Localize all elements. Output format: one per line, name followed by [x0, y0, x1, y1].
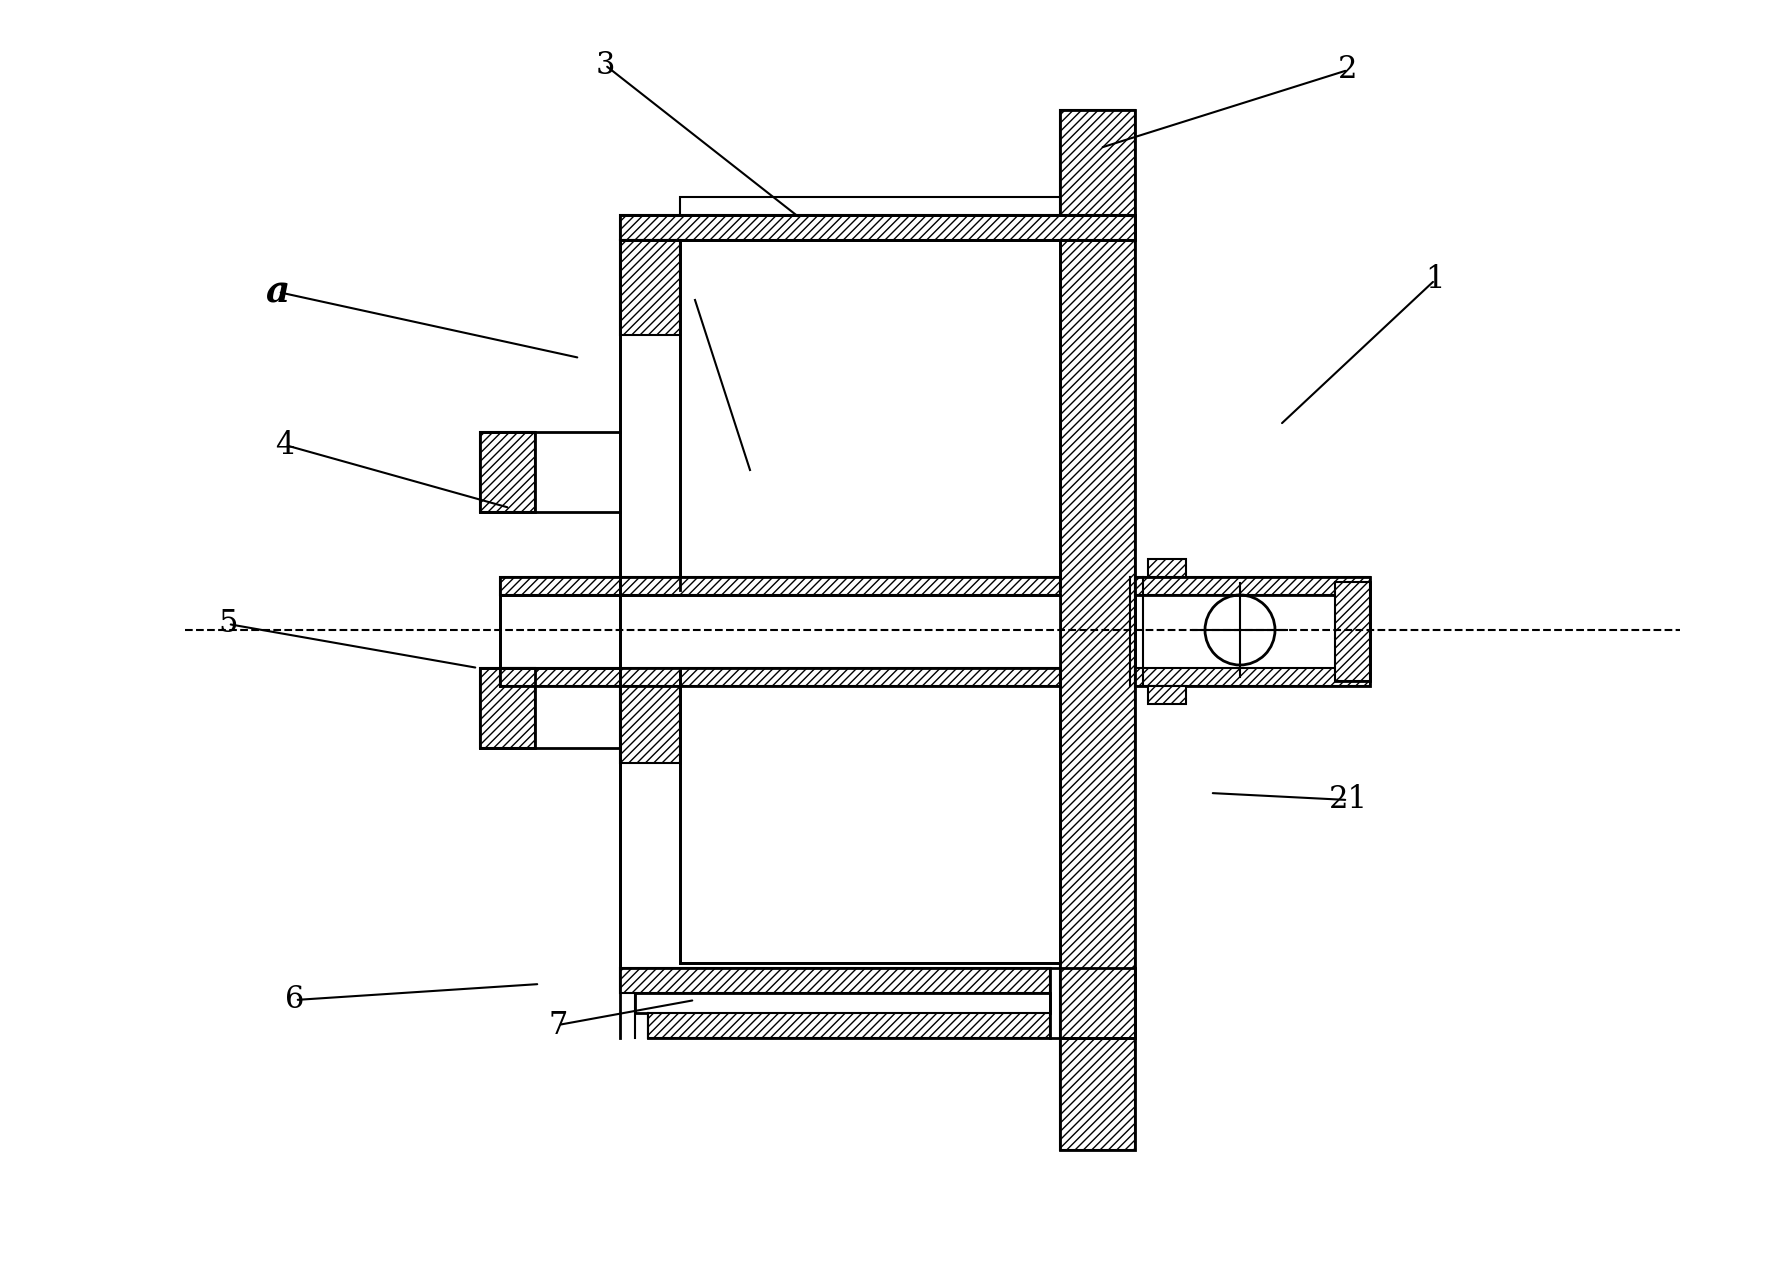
Bar	[501, 595, 1060, 668]
Bar	[501, 668, 1060, 686]
Bar	[1060, 110, 1136, 1151]
Bar	[501, 577, 1060, 595]
Bar	[619, 668, 679, 762]
Text: 21: 21	[1329, 784, 1367, 816]
Bar	[635, 994, 1051, 1013]
Bar	[1336, 582, 1369, 681]
Bar	[679, 668, 1060, 963]
Text: 1: 1	[1426, 264, 1445, 295]
Text: 5: 5	[218, 609, 237, 640]
Text: 6: 6	[285, 985, 304, 1015]
Bar	[479, 432, 534, 512]
Bar	[1136, 577, 1369, 595]
Bar	[1136, 577, 1369, 686]
Bar	[679, 197, 1060, 215]
Bar	[647, 1013, 1051, 1038]
Text: 7: 7	[548, 1010, 568, 1041]
Bar	[619, 968, 1051, 994]
Text: 4: 4	[276, 429, 295, 461]
Bar	[1148, 686, 1185, 704]
Bar	[1136, 668, 1369, 686]
Bar	[1136, 595, 1336, 668]
Text: a: a	[265, 273, 290, 310]
Bar	[479, 432, 534, 512]
Bar	[1148, 559, 1185, 577]
Bar	[679, 240, 1060, 590]
Bar	[1060, 110, 1136, 1151]
Bar	[1336, 582, 1369, 681]
Bar	[479, 668, 534, 748]
Bar	[619, 215, 1136, 240]
Bar	[619, 240, 679, 335]
Text: 2: 2	[1339, 55, 1359, 86]
Bar	[479, 668, 534, 748]
Text: 3: 3	[594, 50, 616, 80]
Bar	[619, 215, 1136, 240]
